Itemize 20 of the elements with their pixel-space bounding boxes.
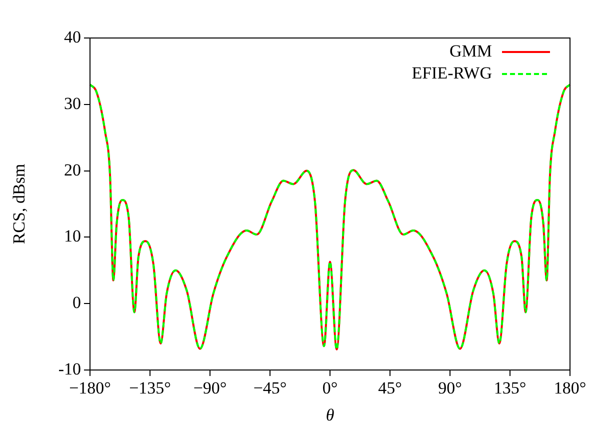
y-tick-label: 10 bbox=[64, 226, 81, 246]
x-tick-label: −135° bbox=[129, 378, 171, 398]
y-tick-label: -10 bbox=[58, 359, 81, 378]
x-tick-label: −180° bbox=[69, 378, 111, 398]
y-axis-title: RCS, dBsm bbox=[10, 164, 29, 244]
x-axis-title: θ bbox=[326, 405, 334, 424]
legend-label: GMM bbox=[449, 41, 492, 60]
x-tick-label: 135° bbox=[494, 378, 526, 398]
x-tick-label: 0° bbox=[322, 378, 338, 398]
y-tick-label: 0 bbox=[72, 293, 81, 312]
x-tick-label: 180° bbox=[554, 378, 586, 398]
x-tick-label: −90° bbox=[193, 378, 227, 398]
y-tick-label: 30 bbox=[64, 94, 81, 113]
x-tick-label: 90° bbox=[438, 378, 462, 398]
line-series bbox=[89, 83, 571, 350]
legend-label: EFIE-RWG bbox=[412, 63, 492, 82]
y-tick-label: 20 bbox=[64, 160, 81, 180]
x-tick-label: 45° bbox=[378, 378, 402, 398]
x-tick-label: −45° bbox=[253, 378, 287, 398]
y-tick-label: 40 bbox=[64, 27, 81, 46]
